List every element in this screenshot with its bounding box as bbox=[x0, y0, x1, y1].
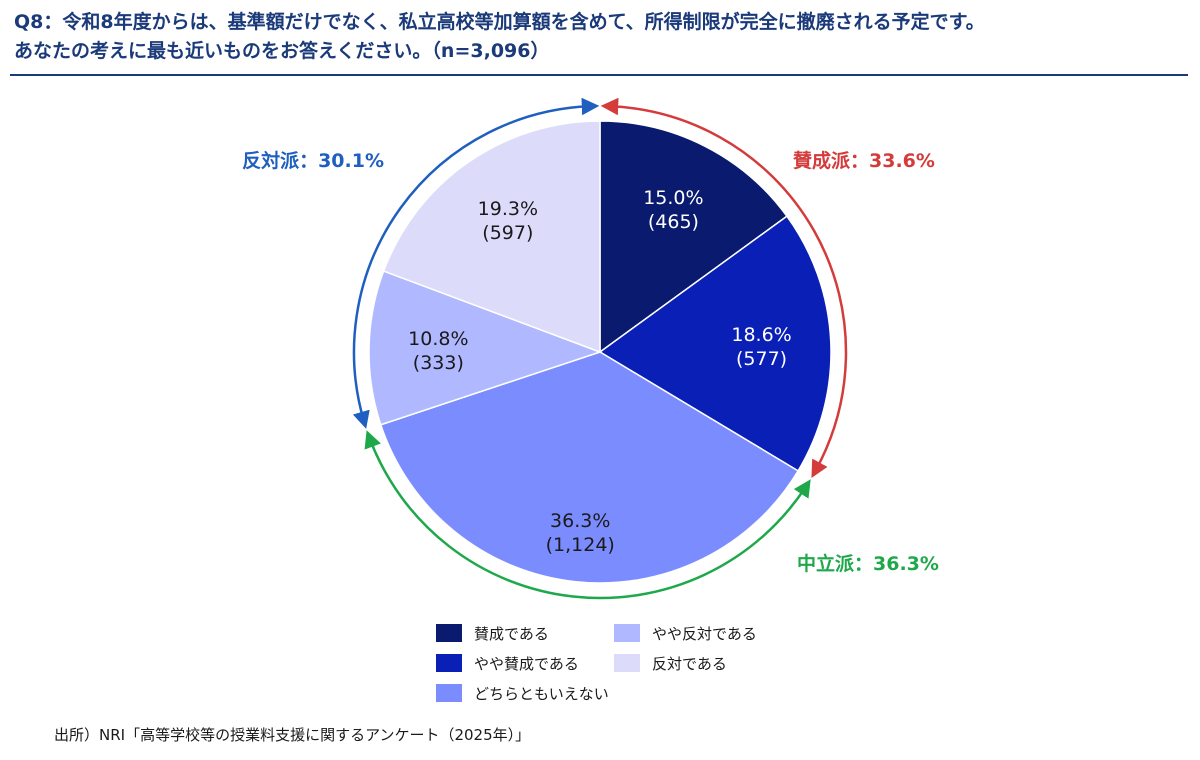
group-arc-support bbox=[600, 97, 848, 479]
legend-item: 反対である bbox=[614, 650, 727, 676]
group-label-oppose: 反対派：30.1% bbox=[242, 149, 384, 172]
group-arc-neutral bbox=[364, 430, 811, 600]
question-header: Q8：令和8年度からは、基準額だけでなく、私立高校等加算額を含めて、所得制限が完… bbox=[14, 8, 1186, 66]
slice-percent-label: 18.6% bbox=[731, 324, 791, 346]
group-label-neutral: 中立派：36.3% bbox=[797, 552, 939, 575]
slice-count-label: (1,124) bbox=[546, 534, 615, 556]
source-note: 出所）NRI「高等学校等の授業料支援に関するアンケート（2025年）」 bbox=[54, 726, 531, 744]
legend-swatch bbox=[614, 624, 640, 642]
slice-data-label: 19.3% (597) bbox=[478, 198, 538, 244]
slice-percent-label: 36.3% bbox=[550, 510, 610, 532]
legend-swatch bbox=[436, 624, 462, 642]
legend-swatch bbox=[436, 684, 462, 702]
pie-chart: 15.0% (465) 18.6% (577) 36.3% (1,124) 10.8% (33… bbox=[242, 97, 939, 600]
slice-data-label: 18.6% (577) bbox=[731, 324, 791, 370]
legend-label: どちらともいえない bbox=[474, 684, 609, 703]
slice-count-label: (577) bbox=[736, 348, 787, 370]
question-line-1: Q8：令和8年度からは、基準額だけでなく、私立高校等加算額を含めて、所得制限が完… bbox=[14, 8, 1186, 37]
legend-label: 反対である bbox=[652, 654, 727, 673]
slice-percent-label: 15.0% bbox=[643, 187, 703, 209]
slice-data-label: 10.8% (333) bbox=[408, 328, 468, 374]
question-separator: ： bbox=[43, 11, 63, 33]
question-number: Q8 bbox=[14, 11, 44, 33]
legend-item: やや賛成である bbox=[436, 650, 579, 676]
legend-label: 賛成である bbox=[474, 624, 549, 643]
group-arc-oppose bbox=[352, 97, 600, 429]
slice-count-label: (597) bbox=[482, 222, 533, 244]
legend-label: やや賛成である bbox=[474, 654, 579, 673]
question-text-1: 令和8年度からは、基準額だけでなく、私立高校等加算額を含めて、所得制限が完全に撤… bbox=[62, 11, 985, 33]
header-divider bbox=[10, 74, 1188, 76]
group-label-support: 賛成派：33.6% bbox=[793, 149, 935, 172]
legend-item: やや反対である bbox=[614, 620, 757, 646]
slice-data-label: 15.0% (465) bbox=[643, 187, 703, 233]
slice-count-label: (465) bbox=[648, 211, 699, 233]
slice-data-label: 36.3% (1,124) bbox=[546, 510, 615, 556]
question-text-2: あなたの考えに最も近いものをお答えください。（n=3,096） bbox=[14, 40, 550, 62]
legend-label: やや反対である bbox=[652, 624, 757, 643]
slice-percent-label: 19.3% bbox=[478, 198, 538, 220]
chart-legend: 賛成である やや反対であるやや賛成である 反対であるどちらともいえない bbox=[436, 620, 796, 710]
legend-swatch bbox=[436, 654, 462, 672]
slice-percent-label: 10.8% bbox=[408, 328, 468, 350]
legend-item: 賛成である bbox=[436, 620, 549, 646]
slice-count-label: (333) bbox=[413, 352, 464, 374]
legend-swatch bbox=[614, 654, 640, 672]
legend-item: どちらともいえない bbox=[436, 680, 609, 706]
